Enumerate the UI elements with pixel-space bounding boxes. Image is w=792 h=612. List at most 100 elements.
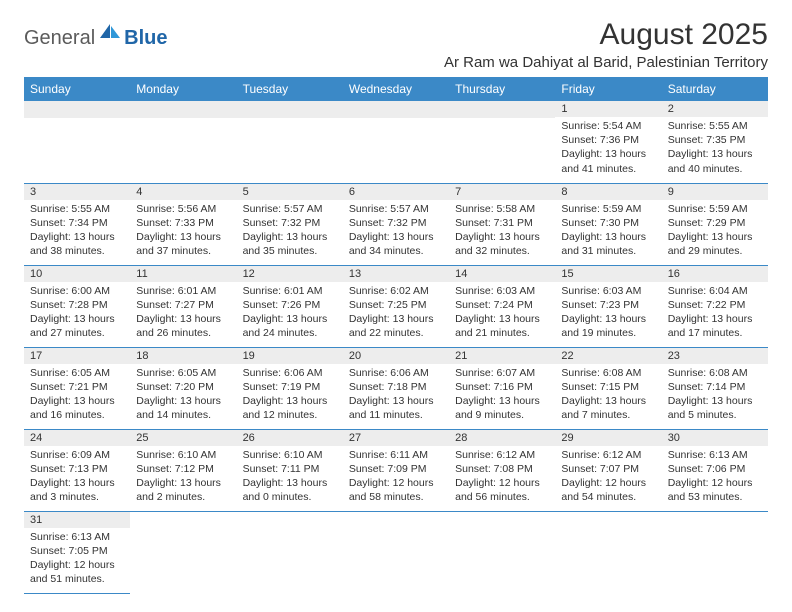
sunrise-text: Sunrise: 6:13 AM: [668, 448, 762, 462]
day-details: Sunrise: 6:10 AMSunset: 7:12 PMDaylight:…: [130, 446, 236, 509]
weekday-header: Tuesday: [237, 77, 343, 101]
calendar-week-row: 3 Sunrise: 5:55 AMSunset: 7:34 PM Daylight…: [24, 183, 768, 265]
daylight-text: Daylight: 13 hours and 32 minutes.: [455, 230, 549, 258]
calendar-day-cell: 4Sunrise: 5:56 AMSunset: 7:33 PMDaylight…: [130, 183, 236, 265]
calendar-day-cell: 15Sunrise: 6:03 AMSunset: 7:23 PMDayligh…: [555, 265, 661, 347]
daylight-text: Daylight: 13 hours and 41 minutes.: [561, 147, 655, 175]
daylight-text: Daylight: 13 hours and 21 minutes.: [455, 312, 549, 340]
sunrise-text: Sunrise: 5:57 AM: [349, 202, 443, 216]
sunset-text: Sunset: 7:07 PM: [561, 462, 655, 476]
day-number: 20: [343, 348, 449, 364]
daylight-text: Daylight: 13 hours and 35 minutes.: [243, 230, 337, 258]
day-number: 16: [662, 266, 768, 282]
sunrise-text: Sunrise: 6:06 AM: [243, 366, 337, 380]
calendar-day-cell: 22Sunrise: 6:08 AMSunset: 7:15 PMDayligh…: [555, 347, 661, 429]
sunset-text: Sunset: 7:35 PM: [668, 133, 762, 147]
calendar-day-cell: [555, 511, 661, 593]
sunset-text: Sunset: 7:14 PM: [668, 380, 762, 394]
sunset-text: Sunset: 7:12 PM: [136, 462, 230, 476]
sunrise-text: Sunrise: 6:12 AM: [455, 448, 549, 462]
sunrise-text: Sunrise: 5:57 AM: [243, 202, 337, 216]
sunset-text: Sunset: 7:09 PM: [349, 462, 443, 476]
sunset-text: Sunset: 7:26 PM: [243, 298, 337, 312]
day-details: Sunrise: 6:08 AMSunset: 7:14 PMDaylight:…: [662, 364, 768, 427]
daylight-text: Daylight: 12 hours and 56 minutes.: [455, 476, 549, 504]
day-number: 12: [237, 266, 343, 282]
calendar-day-cell: 14Sunrise: 6:03 AMSunset: 7:24 PMDayligh…: [449, 265, 555, 347]
sunset-text: Sunset: 7:25 PM: [349, 298, 443, 312]
calendar-page: General Blue August 2025 Ar Ram wa Dahiy…: [0, 0, 792, 612]
day-number: 4: [130, 184, 236, 200]
sunset-text: Sunset: 7:24 PM: [455, 298, 549, 312]
sunset-text: Sunset: 7:08 PM: [455, 462, 549, 476]
sunrise-text: Sunrise: 5:55 AM: [30, 202, 124, 216]
sunrise-text: Sunrise: 6:07 AM: [455, 366, 549, 380]
calendar-day-cell: 10Sunrise: 6:00 AMSunset: 7:28 PMDayligh…: [24, 265, 130, 347]
calendar-day-cell: 11Sunrise: 6:01 AMSunset: 7:27 PMDayligh…: [130, 265, 236, 347]
weekday-header: Thursday: [449, 77, 555, 101]
sunrise-text: Sunrise: 6:04 AM: [668, 284, 762, 298]
day-details: Sunrise: 5:54 AMSunset: 7:36 PMDaylight:…: [555, 117, 661, 180]
day-number-empty: [449, 101, 555, 118]
sunrise-text: Sunrise: 6:00 AM: [30, 284, 124, 298]
sunset-text: Sunset: 7:21 PM: [30, 380, 124, 394]
day-details: Sunrise: 6:03 AMSunset: 7:24 PMDaylight:…: [449, 282, 555, 345]
day-number: 21: [449, 348, 555, 364]
calendar-day-cell: [130, 101, 236, 183]
sunset-text: Sunset: 7:15 PM: [561, 380, 655, 394]
day-details: Sunrise: 5:59 AMSunset: 7:30 PMDaylight:…: [555, 200, 661, 263]
day-number: 29: [555, 430, 661, 446]
day-number: 3: [24, 184, 130, 200]
day-details: Sunrise: 6:12 AMSunset: 7:07 PMDaylight:…: [555, 446, 661, 509]
sunset-text: Sunset: 7:05 PM: [30, 544, 124, 558]
calendar-day-cell: 16Sunrise: 6:04 AMSunset: 7:22 PMDayligh…: [662, 265, 768, 347]
day-details: Sunrise: 5:57 AMSunset: 7:32 PMDaylight:…: [343, 200, 449, 263]
sunset-text: Sunset: 7:34 PM: [30, 216, 124, 230]
day-details: Sunrise: 5:58 AMSunset: 7:31 PMDaylight:…: [449, 200, 555, 263]
month-title: August 2025: [444, 18, 768, 52]
day-number: 18: [130, 348, 236, 364]
weekday-header: Sunday: [24, 77, 130, 101]
day-number: 26: [237, 430, 343, 446]
day-number: 10: [24, 266, 130, 282]
sunset-text: Sunset: 7:19 PM: [243, 380, 337, 394]
sunset-text: Sunset: 7:31 PM: [455, 216, 549, 230]
day-number: 27: [343, 430, 449, 446]
daylight-text: Daylight: 13 hours and 12 minutes.: [243, 394, 337, 422]
sunset-text: Sunset: 7:30 PM: [561, 216, 655, 230]
daylight-text: Daylight: 13 hours and 22 minutes.: [349, 312, 443, 340]
daylight-text: Daylight: 13 hours and 19 minutes.: [561, 312, 655, 340]
sunset-text: Sunset: 7:06 PM: [668, 462, 762, 476]
day-details: Sunrise: 6:09 AMSunset: 7:13 PMDaylight:…: [24, 446, 130, 509]
weekday-header: Monday: [130, 77, 236, 101]
sunset-text: Sunset: 7:13 PM: [30, 462, 124, 476]
logo-text-general: General: [24, 27, 95, 50]
day-number: 22: [555, 348, 661, 364]
sunrise-text: Sunrise: 6:08 AM: [668, 366, 762, 380]
day-number: 2: [662, 101, 768, 117]
calendar-day-cell: [237, 511, 343, 593]
day-number: 9: [662, 184, 768, 200]
sunrise-text: Sunrise: 6:02 AM: [349, 284, 443, 298]
title-block: August 2025 Ar Ram wa Dahiyat al Barid, …: [444, 18, 768, 71]
calendar-day-cell: 9Sunrise: 5:59 AMSunset: 7:29 PMDaylight…: [662, 183, 768, 265]
day-number: 13: [343, 266, 449, 282]
day-details: Sunrise: 6:08 AMSunset: 7:15 PMDaylight:…: [555, 364, 661, 427]
day-number: 19: [237, 348, 343, 364]
calendar-day-cell: 28Sunrise: 6:12 AMSunset: 7:08 PMDayligh…: [449, 429, 555, 511]
day-details: Sunrise: 6:02 AMSunset: 7:25 PMDaylight:…: [343, 282, 449, 345]
daylight-text: Daylight: 13 hours and 27 minutes.: [30, 312, 124, 340]
daylight-text: Daylight: 13 hours and 16 minutes.: [30, 394, 124, 422]
weekday-header: Saturday: [662, 77, 768, 101]
calendar-week-row: 24Sunrise: 6:09 AMSunset: 7:13 PMDayligh…: [24, 429, 768, 511]
daylight-text: Daylight: 13 hours and 7 minutes.: [561, 394, 655, 422]
day-number: 15: [555, 266, 661, 282]
calendar-table: SundayMondayTuesdayWednesdayThursdayFrid…: [24, 77, 768, 594]
calendar-day-cell: 20Sunrise: 6:06 AMSunset: 7:18 PMDayligh…: [343, 347, 449, 429]
daylight-text: Daylight: 13 hours and 2 minutes.: [136, 476, 230, 504]
day-details: Sunrise: 6:04 AMSunset: 7:22 PMDaylight:…: [662, 282, 768, 345]
day-details: Sunrise: 5:56 AMSunset: 7:33 PMDaylight:…: [130, 200, 236, 263]
day-number: 25: [130, 430, 236, 446]
daylight-text: Daylight: 13 hours and 40 minutes.: [668, 147, 762, 175]
day-number: 14: [449, 266, 555, 282]
